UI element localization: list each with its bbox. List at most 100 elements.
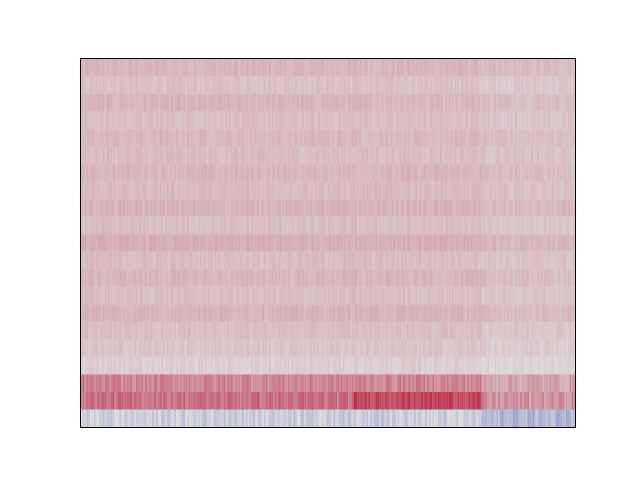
heatmap-cell <box>472 304 475 322</box>
heatmap-cell <box>452 304 455 322</box>
heatmap-cell <box>337 146 340 165</box>
heatmap-cell <box>322 321 325 340</box>
heatmap-cell <box>84 164 87 182</box>
heatmap-cell <box>225 129 228 147</box>
heatmap-cell <box>512 216 515 235</box>
heatmap-cell <box>481 286 484 305</box>
heatmap-cell <box>426 321 429 340</box>
heatmap-cell <box>263 269 266 287</box>
heatmap-cell <box>209 356 211 375</box>
heatmap-cell <box>238 76 241 95</box>
heatmap-cell <box>331 94 334 112</box>
heatmap-cell <box>86 321 89 340</box>
heatmap-cell <box>141 216 144 235</box>
heatmap-cell <box>571 216 574 235</box>
heatmap-cell <box>216 129 219 147</box>
heatmap-cell <box>137 321 140 340</box>
heatmap-cell <box>212 59 215 77</box>
heatmap-cell <box>106 234 109 252</box>
heatmap-cell <box>505 304 508 322</box>
heatmap-cell <box>532 356 535 375</box>
heatmap-cell <box>262 76 265 95</box>
heatmap-cell <box>287 181 290 200</box>
heatmap-cell <box>406 356 409 375</box>
heatmap-cell <box>212 146 215 165</box>
heatmap-cell <box>379 94 382 112</box>
heatmap-cell <box>520 76 522 95</box>
heatmap-cell <box>527 129 530 147</box>
heatmap-cell <box>553 356 555 375</box>
heatmap-cell <box>435 164 438 182</box>
heatmap-cell <box>503 339 506 357</box>
heatmap-cell <box>565 129 568 147</box>
heatmap-cell <box>523 216 526 235</box>
heatmap-cell <box>201 321 204 340</box>
heatmap-cell <box>368 216 371 235</box>
heatmap-cell <box>417 164 420 182</box>
heatmap-cell <box>412 286 415 305</box>
heatmap-cell <box>379 199 382 217</box>
heatmap-cell <box>227 94 230 112</box>
heatmap-cell <box>232 339 235 357</box>
heatmap-cell <box>485 321 488 340</box>
heatmap-cell <box>426 234 429 252</box>
heatmap-cell <box>472 129 475 147</box>
heatmap-cell <box>397 251 400 270</box>
heatmap-cell <box>450 269 453 287</box>
heatmap-cell <box>329 216 332 235</box>
heatmap-cell <box>395 304 398 322</box>
heatmap-cell <box>403 146 405 165</box>
heatmap-cell <box>512 129 515 147</box>
heatmap-cell <box>139 374 142 392</box>
heatmap-cell <box>132 181 135 200</box>
heatmap-cell <box>218 146 221 165</box>
heatmap-cell <box>386 59 389 77</box>
heatmap-cell <box>287 111 290 130</box>
heatmap-cell <box>88 321 91 340</box>
heatmap-cell <box>91 269 94 287</box>
heatmap-cell <box>313 59 316 77</box>
heatmap-cell <box>326 94 329 112</box>
heatmap-cell <box>386 269 389 287</box>
heatmap-cell <box>481 129 484 147</box>
heatmap-cell <box>465 111 468 130</box>
heatmap-cell <box>512 181 515 200</box>
heatmap-cell <box>190 356 193 375</box>
heatmap-cell <box>456 286 458 305</box>
heatmap-cell <box>134 181 136 200</box>
heatmap-cell <box>360 181 363 200</box>
heatmap-cell <box>333 164 336 182</box>
heatmap-cell <box>337 216 340 235</box>
heatmap-cell <box>320 111 323 130</box>
heatmap-cell <box>479 59 482 77</box>
heatmap-cell <box>404 269 407 287</box>
heatmap-cell <box>375 269 378 287</box>
heatmap-cell <box>245 304 248 322</box>
heatmap-cell <box>476 129 479 147</box>
heatmap-cell <box>242 129 244 147</box>
heatmap-cell <box>207 234 210 252</box>
heatmap-cell <box>510 59 513 77</box>
heatmap-cell <box>390 181 393 200</box>
heatmap-cell <box>177 199 180 217</box>
heatmap-cell <box>386 304 389 322</box>
heatmap-cell <box>333 304 336 322</box>
heatmap-cell <box>145 251 147 270</box>
heatmap-cell <box>232 374 235 392</box>
heatmap-cell <box>485 286 488 305</box>
heatmap-cell <box>130 111 133 130</box>
heatmap-cell <box>424 356 427 375</box>
heatmap-cell <box>457 269 460 287</box>
heatmap-cell <box>564 339 566 357</box>
heatmap-cell <box>348 94 351 112</box>
heatmap-cell <box>212 111 215 130</box>
heatmap-cell <box>95 111 98 130</box>
heatmap-cell <box>95 304 98 322</box>
heatmap-cell <box>110 111 113 130</box>
heatmap-cell <box>428 286 431 305</box>
heatmap-cell <box>119 234 122 252</box>
heatmap-cell <box>322 234 325 252</box>
heatmap-cell <box>485 146 488 165</box>
heatmap-cell <box>340 94 343 112</box>
heatmap-cell <box>295 269 297 287</box>
